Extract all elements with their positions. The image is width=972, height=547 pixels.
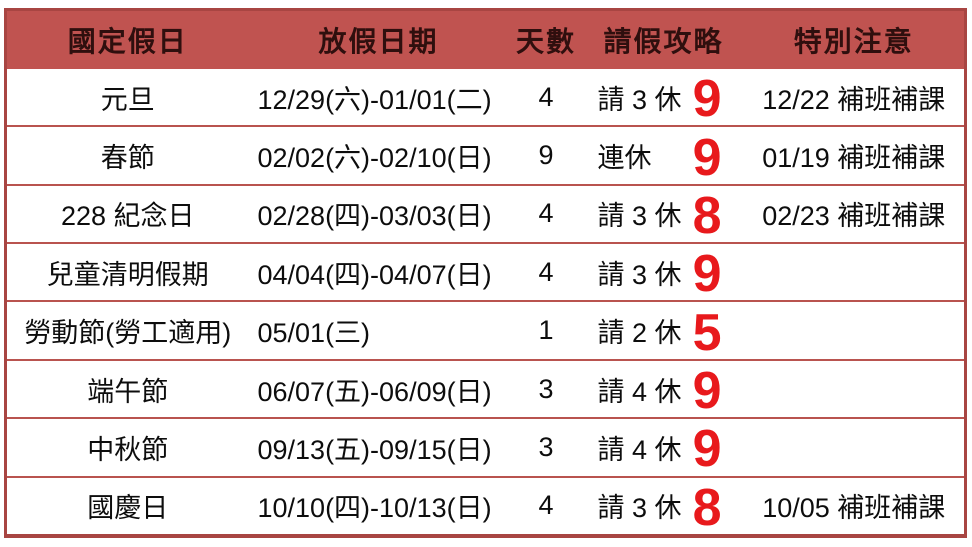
column-header-strategy: 請假攻略 bbox=[583, 9, 744, 69]
strategy-cell: 請 3 休 8 bbox=[583, 475, 744, 536]
note-cell bbox=[743, 300, 966, 360]
holiday-name-cell: 端午節 bbox=[5, 358, 249, 419]
dates-cell: 12/29(六)-01/01(二) bbox=[257, 84, 492, 115]
column-header-holiday: 國定假日 bbox=[5, 9, 249, 69]
row-labor-day: 勞動節(勞工適用) 05/01(三) 1 請 2 休 5 bbox=[5, 300, 966, 362]
strategy-content: 請 2 休 5 bbox=[584, 302, 744, 362]
strategy-text: 請 3 休 bbox=[597, 259, 682, 290]
note-cell: 12/22 補班補課 bbox=[762, 84, 946, 115]
strategy-cell: 請 4 休 9 bbox=[583, 417, 744, 477]
strategy-content: 請 3 休 9 bbox=[584, 69, 744, 125]
row-children-tomb-sweeping: 兒童清明假期 04/04(四)-04/07(日) 4 請 3 休 9 bbox=[5, 242, 966, 302]
row-national-day: 國慶日 10/10(四)-10/13(日) 4 請 3 休 8 10/05 補班… bbox=[5, 475, 966, 536]
column-header-note: 特別注意 bbox=[743, 9, 966, 69]
note-cell: 02/23 補班補課 bbox=[743, 183, 966, 244]
holiday-name-cell: 兒童清明假期 bbox=[5, 242, 249, 302]
row-dragon-boat-festival: 端午節 06/07(五)-06/09(日) 3 請 4 休 9 bbox=[5, 358, 966, 419]
row-new-years-day: 元旦 12/29(六)-01/01(二) 4 請 3 休 9 12/22 補班補… bbox=[6, 69, 966, 126]
strategy-text: 連休 bbox=[597, 143, 652, 174]
holiday-name-cell: 春節 bbox=[5, 125, 249, 185]
strategy-cell: 請 3 休 9 bbox=[584, 69, 744, 126]
note-cell: 10/05 補班補課 bbox=[743, 475, 966, 536]
strategy-cell: 請 2 休 5 bbox=[583, 300, 744, 362]
dates-cell: 09/13(五)-09/15(日) bbox=[248, 417, 509, 477]
dates-cell: 02/28(四)-03/03(日) bbox=[248, 183, 509, 244]
strategy-cell: 請 4 休 9 bbox=[583, 358, 744, 419]
days-cell: 4 bbox=[508, 475, 584, 536]
holiday-name-cell: 中秋節 bbox=[5, 417, 249, 477]
strategy-text: 請 4 休 bbox=[597, 434, 682, 465]
strategy-text: 請 4 休 bbox=[597, 376, 682, 407]
strategy-cell: 連休 9 bbox=[583, 125, 744, 187]
total-days-highlight: 9 bbox=[692, 362, 722, 421]
strategy-text: 請 3 休 bbox=[597, 201, 682, 232]
row-228-memorial-day: 228 紀念日 02/28(四)-03/03(日) 4 請 3 休 8 02/2… bbox=[5, 183, 966, 244]
header-row: 國定假日 放假日期 天數 請假攻略 特別注意 bbox=[5, 9, 966, 69]
total-days-highlight: 9 bbox=[692, 128, 722, 187]
total-days-highlight: 5 bbox=[692, 303, 722, 362]
days-cell: 3 bbox=[508, 358, 584, 419]
total-days-highlight: 9 bbox=[692, 70, 722, 129]
note-cell bbox=[743, 358, 966, 419]
days-cell: 4 bbox=[508, 242, 584, 302]
row-lunar-new-year: 春節 02/02(六)-02/10(日) 9 連休 9 01/19 補班補課 bbox=[5, 125, 966, 187]
total-days-highlight: 9 bbox=[692, 245, 722, 304]
note-cell: 01/19 補班補課 bbox=[743, 125, 966, 185]
dates-cell: 04/04(四)-04/07(日) bbox=[248, 242, 509, 302]
days-cell: 1 bbox=[508, 300, 584, 360]
strategy-content: 請 4 休 9 bbox=[584, 361, 744, 417]
days-cell: 4 bbox=[508, 183, 584, 244]
dates-cell: 06/07(五)-06/09(日) bbox=[248, 358, 509, 419]
strategy-content: 請 4 休 9 bbox=[584, 419, 744, 475]
strategy-text: 請 2 休 bbox=[597, 318, 682, 349]
days-cell: 4 bbox=[538, 81, 554, 112]
strategy-text: 請 3 休 bbox=[597, 84, 682, 115]
note-cell bbox=[743, 417, 966, 477]
strategy-content: 請 3 休 8 bbox=[584, 478, 744, 534]
column-header-dates: 放假日期 bbox=[248, 9, 509, 69]
holiday-table: 國定假日 放假日期 天數 請假攻略 特別注意 元旦 12/29(六)-01/01… bbox=[4, 8, 967, 538]
strategy-content: 請 3 休 8 bbox=[584, 186, 744, 242]
holiday-name-cell: 元旦 bbox=[100, 84, 155, 115]
holiday-name-cell: 228 紀念日 bbox=[5, 183, 249, 244]
note-cell bbox=[743, 242, 966, 302]
strategy-content: 連休 9 bbox=[584, 127, 744, 187]
strategy-cell: 請 3 休 9 bbox=[583, 242, 744, 302]
holiday-name-cell: 勞動節(勞工適用) bbox=[5, 300, 249, 360]
dates-cell: 05/01(三) bbox=[248, 300, 509, 360]
days-cell: 3 bbox=[508, 417, 584, 477]
total-days-highlight: 8 bbox=[692, 478, 722, 537]
row-mid-autumn-festival: 中秋節 09/13(五)-09/15(日) 3 請 4 休 9 bbox=[5, 417, 966, 477]
strategy-cell: 請 3 休 8 bbox=[583, 183, 744, 244]
strategy-content: 請 3 休 9 bbox=[584, 244, 744, 300]
column-header-days: 天數 bbox=[508, 9, 584, 69]
holiday-table-container: 國定假日 放假日期 天數 請假攻略 特別注意 元旦 12/29(六)-01/01… bbox=[4, 8, 967, 538]
total-days-highlight: 9 bbox=[692, 420, 722, 479]
total-days-highlight: 8 bbox=[692, 186, 722, 245]
days-cell: 9 bbox=[508, 125, 584, 185]
dates-cell: 02/02(六)-02/10(日) bbox=[248, 125, 509, 185]
dates-cell: 10/10(四)-10/13(日) bbox=[248, 475, 509, 536]
holiday-name-cell: 國慶日 bbox=[5, 475, 249, 536]
strategy-text: 請 3 休 bbox=[597, 493, 682, 524]
